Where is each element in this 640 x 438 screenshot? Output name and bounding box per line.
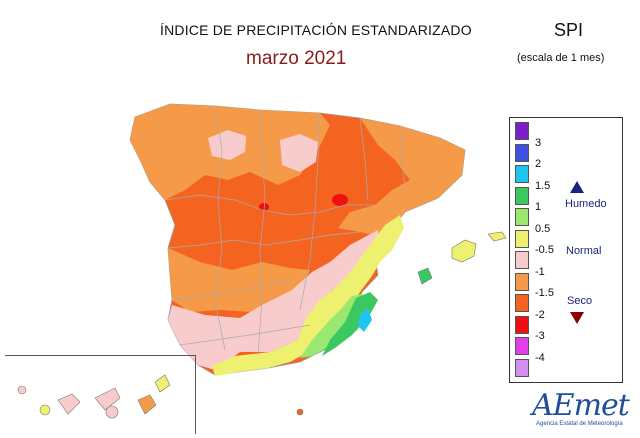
legend-swatch: [515, 358, 529, 377]
region-slightly-dry-nw: [208, 130, 246, 160]
legend-swatch: [515, 143, 529, 162]
triangle-up-icon: [570, 181, 584, 193]
balearic-mallorca: [451, 239, 477, 263]
map-subtitle: marzo 2021: [246, 48, 347, 69]
legend-swatch: [515, 122, 529, 140]
region-normal: [212, 215, 404, 376]
index-label: SPI: [554, 20, 584, 40]
legend-tick-label: 0.5: [535, 222, 551, 235]
legend-swatch: [515, 208, 529, 226]
province-borders: [164, 105, 406, 356]
legend-swatch: [515, 272, 529, 291]
triangle-down-icon: [570, 312, 584, 324]
aemet-logo-subtitle: Agencia Estatal de Meteorología: [536, 421, 623, 427]
region-extreme-dry-2: [332, 194, 348, 206]
region-extreme-wet: [358, 308, 372, 332]
category-normal: Normal: [566, 245, 602, 257]
legend-tick-label: -1.5: [535, 287, 554, 299]
category-dry: Seco: [567, 295, 593, 307]
category-wet: Humedo: [565, 198, 607, 210]
region-dry-east: [338, 118, 465, 238]
legend-swatch: [515, 315, 529, 334]
map-title: ÍNDICE DE PRECIPITACIÓN ESTANDARIZADO: [160, 22, 472, 38]
aemet-logo: AEmet: [532, 388, 630, 423]
legend-tick-label: -0.5: [535, 244, 554, 256]
region-very-wet: [322, 292, 378, 356]
legend-tick-label: -1: [535, 265, 545, 278]
legend: 3 2 1.5 1 0.5 -0.5 -1 -1.5 -2 -3 -4: [509, 117, 623, 383]
canary-inset-frame: [5, 355, 196, 434]
legend-tick-label: -3: [535, 330, 545, 342]
legend-swatch: [515, 186, 529, 205]
canary-islands: [17, 374, 304, 419]
legend-tick-label: -4: [535, 351, 545, 364]
scale-label: (escala de 1 mes): [517, 52, 605, 64]
legend-swatch: [515, 165, 529, 183]
region-slightly-dry-n: [280, 134, 318, 172]
legend-swatch: [515, 229, 529, 248]
legend-swatch: [515, 294, 529, 312]
balearic-menorca: [487, 231, 507, 242]
balearic-ibiza: [417, 267, 433, 285]
region-dry-south: [168, 248, 310, 312]
region-slightly-dry: [168, 230, 380, 370]
legend-tick-label: 1.5: [535, 179, 551, 192]
legend-tick-label: 3: [535, 136, 542, 149]
legend-swatch: [515, 251, 529, 269]
legend-tick-label: 1: [535, 201, 542, 213]
legend-swatch: [515, 337, 529, 355]
legend-tick-label: -2: [535, 308, 545, 321]
legend-tick-label: 2: [535, 158, 542, 170]
